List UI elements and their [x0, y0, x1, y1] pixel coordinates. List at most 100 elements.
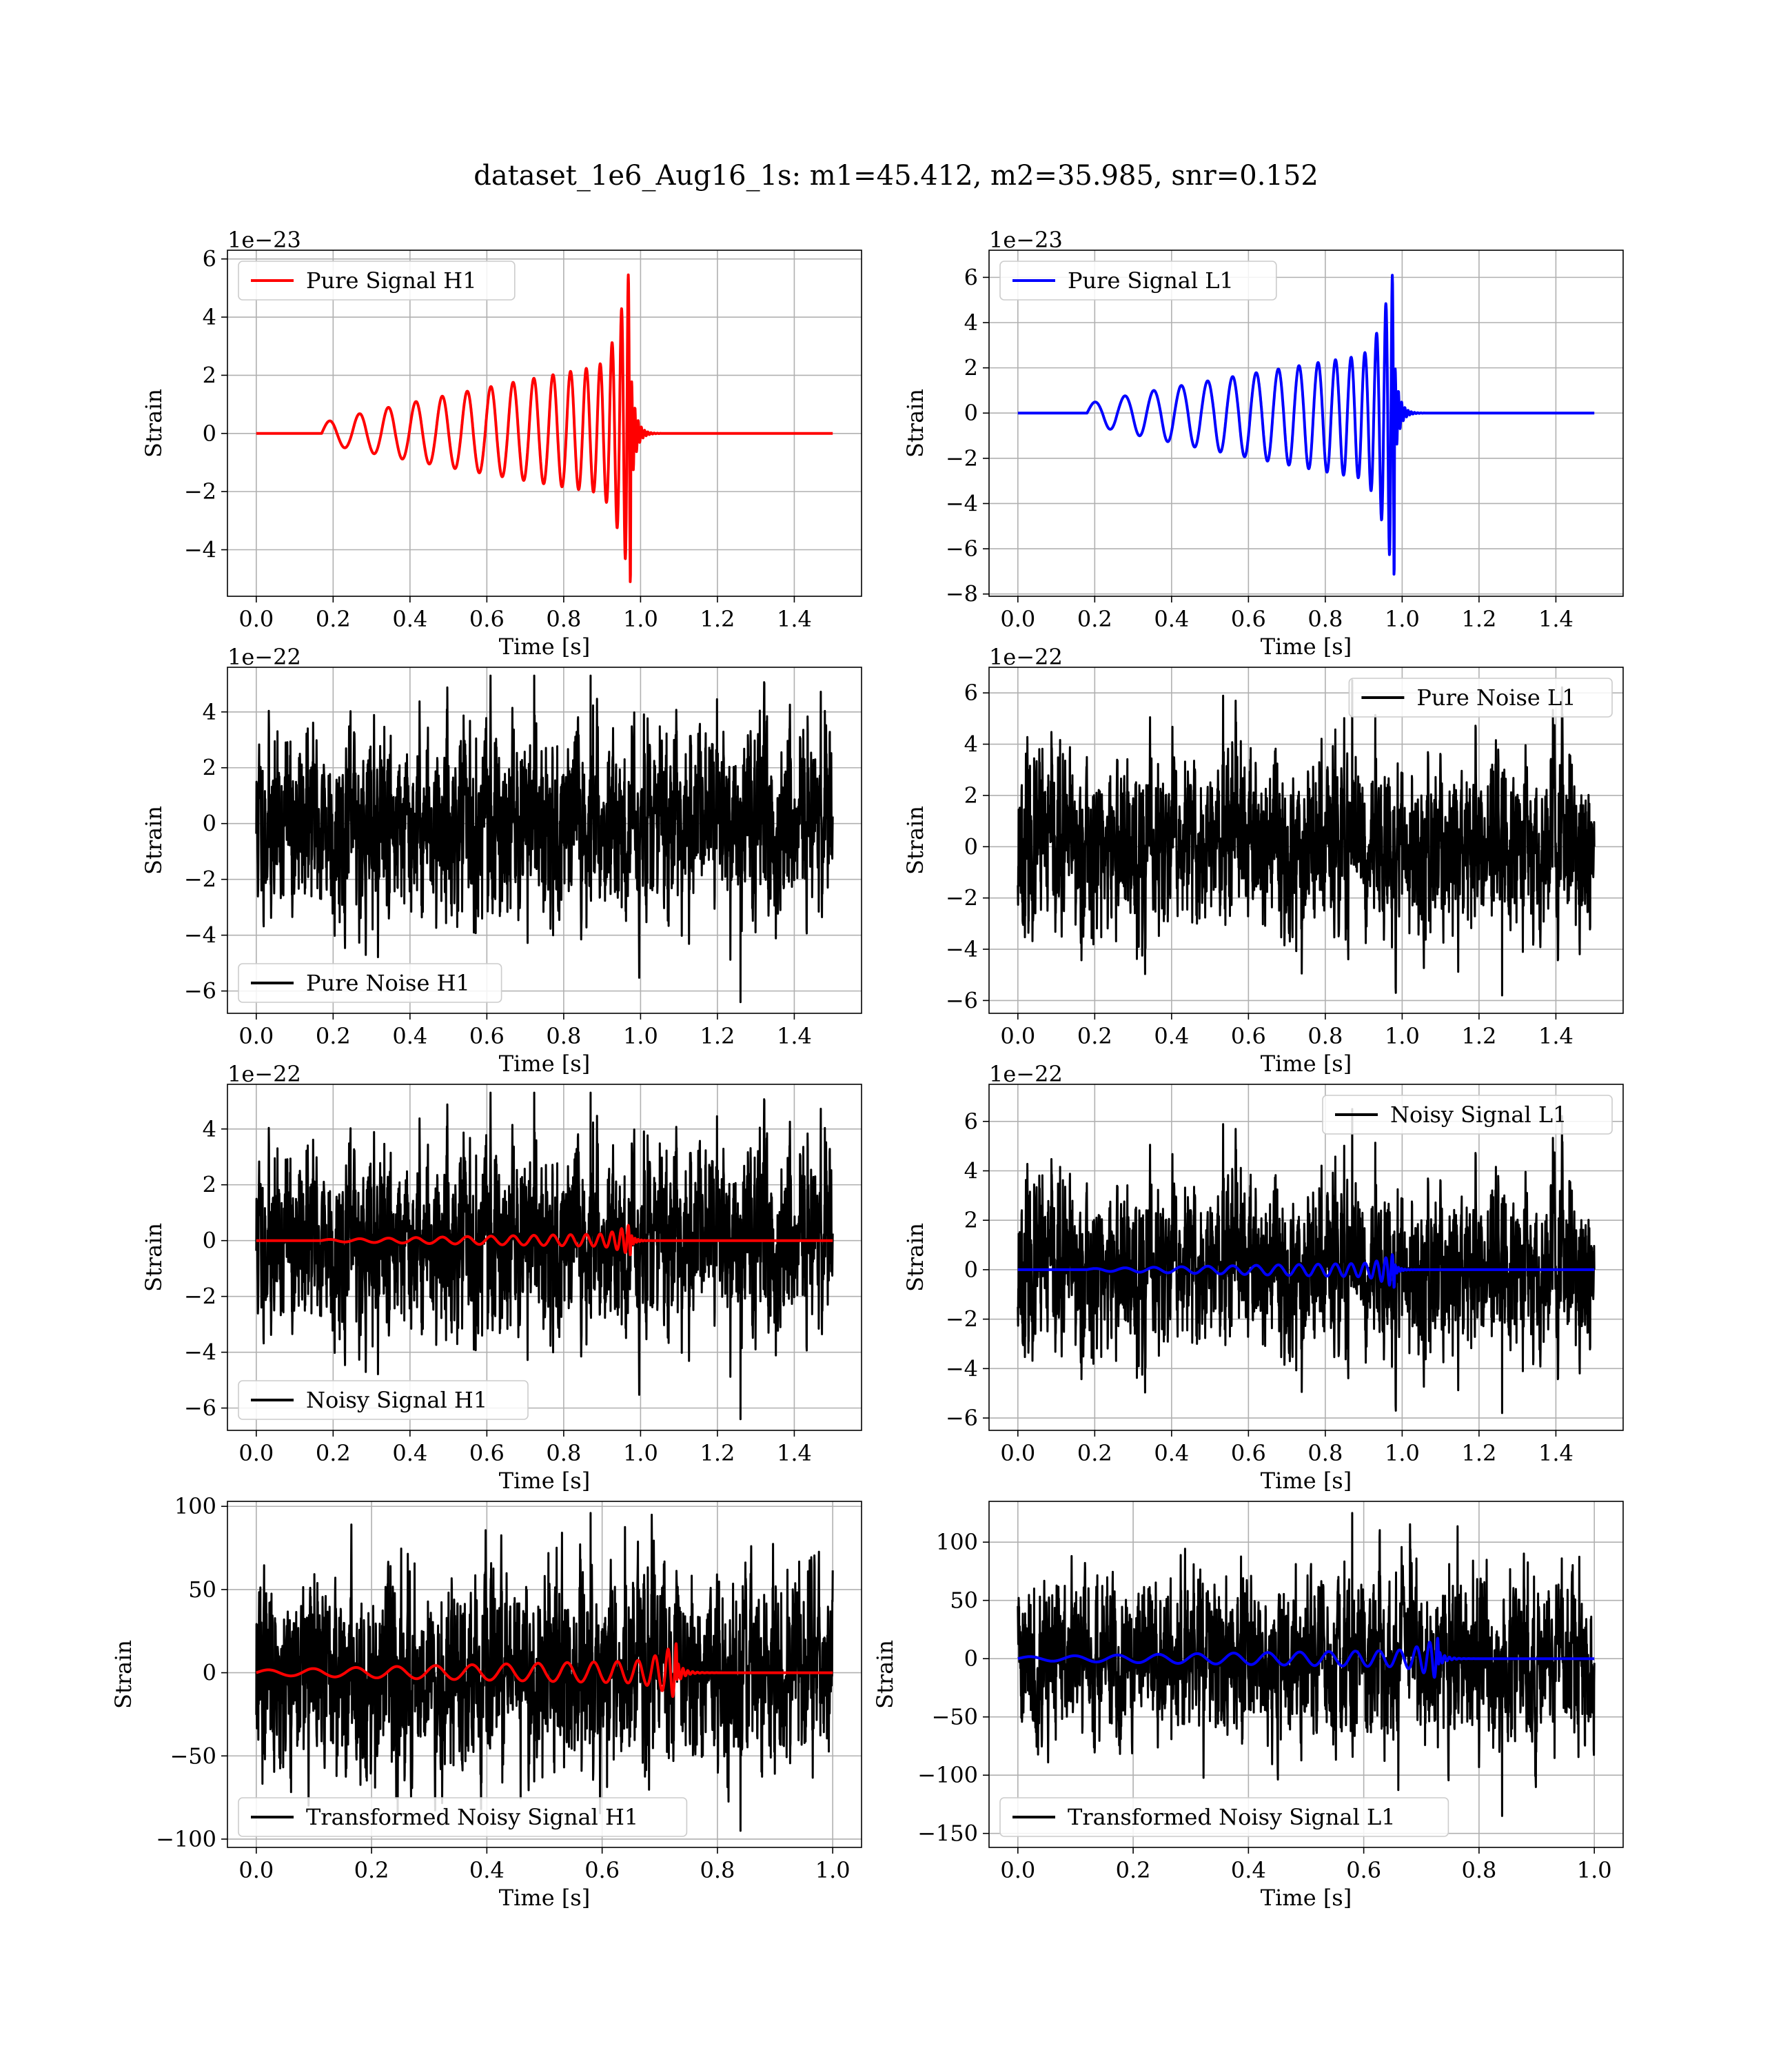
y-tick-label: −150 — [917, 1821, 978, 1847]
y-axis-label: Strain — [872, 1640, 898, 1709]
legend-box — [238, 1797, 688, 1837]
x-tick-label: 0.4 — [392, 606, 427, 632]
legend-label: Pure Signal H1 — [306, 267, 477, 294]
axes-frame — [227, 667, 862, 1014]
series-line-pure-noise-h1 — [255, 674, 834, 1004]
y-tick-label: −6 — [946, 536, 978, 562]
x-tick-label: 0.6 — [469, 1023, 505, 1049]
y-tick-label: −4 — [184, 922, 216, 949]
x-tick-label: 0.6 — [1231, 606, 1266, 632]
legend: Transformed Noisy Signal L1 — [999, 1797, 1449, 1837]
x-tick-label: 0.6 — [469, 1440, 505, 1466]
y-tick-label: 2 — [964, 782, 978, 809]
x-axis-label: Time [s] — [499, 633, 590, 660]
legend-box — [238, 261, 516, 301]
y-offset-label: 1e−23 — [227, 227, 301, 253]
y-axis-label: Strain — [902, 389, 928, 458]
y-offset-label: 1e−23 — [989, 227, 1063, 253]
y-axis-label: Strain — [141, 806, 167, 875]
y-offset-label: 1e−22 — [989, 644, 1063, 670]
y-tick-label: 50 — [950, 1588, 978, 1614]
x-tick-label: 0.2 — [1077, 1440, 1112, 1466]
x-tick-label: 1.4 — [1538, 1023, 1574, 1049]
y-tick-label: −2 — [184, 866, 216, 893]
x-tick-label: 1.4 — [777, 1440, 812, 1466]
axes-frame — [227, 250, 862, 597]
x-tick-label: 1.0 — [1385, 1440, 1420, 1466]
y-tick-label: −2 — [184, 1284, 216, 1310]
y-tick-label: 4 — [203, 304, 216, 330]
subplot-transformed-noisy-signal-l1: 0.0 0.2 0.4 0.6 0.8 1.0 −150 −100 −50 0 50 100 Time … — [872, 1501, 1624, 1911]
legend-box — [1348, 678, 1613, 718]
y-tick-label: −2 — [946, 885, 978, 911]
series-line-pure-signal-h1 — [255, 273, 834, 583]
axes-frame — [988, 1084, 1624, 1431]
y-axis-label: Strain — [902, 806, 928, 875]
y-tick-label: 2 — [964, 355, 978, 381]
y-tick-label: 100 — [936, 1529, 978, 1555]
y-tick-label: −4 — [184, 537, 216, 563]
y-tick-label: 6 — [964, 1108, 978, 1135]
x-tick-label: 1.4 — [777, 606, 812, 632]
axes-frame — [988, 1501, 1624, 1848]
legend: Pure Signal L1 — [999, 261, 1277, 301]
legend: Noisy Signal L1 — [1322, 1095, 1613, 1135]
x-tick-label: 1.4 — [1538, 1440, 1574, 1466]
y-tick-label: 0 — [964, 833, 978, 860]
y-tick-label: −6 — [946, 1405, 978, 1431]
legend-label: Pure Signal L1 — [1068, 267, 1234, 294]
x-tick-label: 0.4 — [1231, 1857, 1266, 1883]
y-tick-label: 4 — [203, 1116, 216, 1142]
y-tick-label: −6 — [946, 987, 978, 1013]
series-line-chirp-overlay — [1017, 1636, 1596, 1679]
x-tick-label: 0.8 — [546, 1440, 581, 1466]
x-tick-label: 0.6 — [1231, 1023, 1266, 1049]
x-tick-label: 0.0 — [238, 1023, 274, 1049]
x-tick-label: 1.2 — [1461, 1440, 1496, 1466]
legend-label: Pure Noise H1 — [306, 970, 470, 996]
x-tick-label: 0.8 — [546, 1023, 581, 1049]
figure-title: dataset_1e6_Aug16_1s: m1=45.412, m2=35.9… — [474, 160, 1318, 192]
x-tick-label: 1.0 — [623, 1440, 658, 1466]
series-line-transformed-noisy-signal-h1 — [255, 1512, 834, 1832]
subplot-pure-signal-l1: 0.0 0.2 0.4 0.6 0.8 1.0 1.2 1.4 −8 −6 −4 −2 0 2 4 6 Time… — [902, 227, 1624, 660]
y-offset-label: 1e−22 — [989, 1061, 1063, 1087]
y-tick-label: −50 — [931, 1704, 978, 1730]
x-axis-label: Time [s] — [1261, 1468, 1352, 1494]
legend-label: Noisy Signal L1 — [1390, 1102, 1567, 1128]
y-tick-label: 2 — [203, 755, 216, 781]
x-tick-label: 0.0 — [238, 1857, 274, 1883]
y-tick-label: 0 — [203, 1228, 216, 1254]
subplot-pure-signal-h1: 0.0 0.2 0.4 0.6 0.8 1.0 1.2 1.4 −4 −2 0 2 4 6 Time [s]… — [141, 227, 862, 660]
legend-box — [1322, 1095, 1613, 1135]
y-tick-label: −2 — [946, 445, 978, 472]
y-tick-label: 2 — [203, 362, 216, 388]
x-tick-label: 1.4 — [1538, 606, 1574, 632]
y-tick-label: −50 — [170, 1743, 216, 1769]
y-tick-label: −100 — [156, 1826, 216, 1852]
x-tick-label: 0.4 — [1154, 606, 1189, 632]
legend: Noisy Signal H1 — [238, 1380, 529, 1420]
x-tick-label: 1.0 — [1577, 1857, 1612, 1883]
y-tick-label: 0 — [203, 811, 216, 837]
y-tick-label: −4 — [946, 936, 978, 962]
x-tick-label: 1.0 — [1385, 606, 1420, 632]
legend: Pure Noise L1 — [1348, 678, 1613, 718]
x-axis-label: Time [s] — [499, 1468, 590, 1494]
x-tick-label: 1.2 — [1461, 1023, 1496, 1049]
x-tick-label: 0.0 — [1000, 1857, 1035, 1883]
legend-box — [238, 1380, 529, 1420]
x-tick-label: 1.0 — [623, 606, 658, 632]
x-tick-label: 0.2 — [1077, 1023, 1112, 1049]
series-line-chirp-overlay — [1017, 1253, 1596, 1289]
y-tick-label: 6 — [964, 680, 978, 706]
x-tick-label: 0.2 — [1077, 606, 1112, 632]
legend-label: Noisy Signal H1 — [306, 1387, 487, 1413]
y-tick-label: 6 — [964, 264, 978, 290]
y-axis-label: Strain — [141, 389, 167, 458]
y-tick-label: 4 — [964, 310, 978, 336]
legend-box — [999, 261, 1277, 301]
legend-label: Pure Noise L1 — [1416, 685, 1576, 711]
series-line-pure-signal-l1 — [1017, 274, 1596, 576]
